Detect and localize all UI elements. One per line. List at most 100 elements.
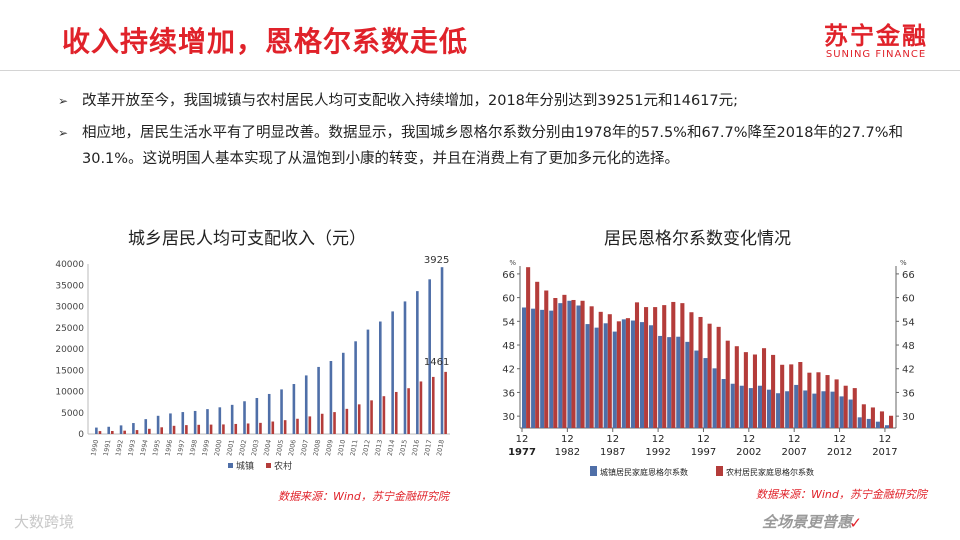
x-tick-label: 2013 xyxy=(373,439,384,457)
y-tick-label: 30000 xyxy=(55,303,84,313)
y-tick-label: 15000 xyxy=(55,366,84,376)
x-tick-month: 12 xyxy=(652,434,665,445)
bar-rural xyxy=(680,303,685,428)
bar-rural xyxy=(589,306,594,428)
x-tick-label: 2006 xyxy=(287,439,298,457)
bar-rural xyxy=(834,379,839,428)
bar-urban xyxy=(341,352,345,434)
x-tick-label: 1994 xyxy=(139,439,150,457)
legend-label-rural: 农村 xyxy=(274,460,292,472)
x-tick-label: 2004 xyxy=(262,439,273,457)
bar-urban xyxy=(440,267,444,434)
bar-rural xyxy=(825,375,830,428)
x-tick-month: 12 xyxy=(516,434,529,445)
y-tick-label-left: 60 xyxy=(502,294,515,305)
x-tick-label: 2001 xyxy=(225,439,236,457)
bar-urban xyxy=(857,417,862,428)
bar-rural xyxy=(761,348,767,428)
bar-urban xyxy=(218,407,222,434)
y-tick-label: 5000 xyxy=(61,409,84,419)
bar-rural xyxy=(616,321,621,428)
y-tick-label-right: 54 xyxy=(902,317,915,328)
bar-rural xyxy=(662,305,667,428)
x-tick-label: 2002 xyxy=(238,439,249,457)
x-tick-month: 12 xyxy=(742,434,755,445)
bar-rural xyxy=(259,422,262,434)
bar-urban xyxy=(107,426,111,434)
bar-urban xyxy=(317,366,320,434)
bar-rural xyxy=(807,372,812,428)
bar-urban xyxy=(416,291,419,434)
y-tick-label-right: 66 xyxy=(902,270,915,281)
bar-urban xyxy=(156,415,160,434)
x-tick-label: 1992 xyxy=(114,439,125,457)
x-tick-year: 2017 xyxy=(872,447,897,458)
bar-urban xyxy=(721,379,726,428)
logo-en: SUNING FINANCE xyxy=(825,49,927,60)
x-tick-label: 2015 xyxy=(398,439,409,457)
bar-rural xyxy=(160,427,163,434)
bar-urban xyxy=(821,391,826,428)
bar-rural xyxy=(780,364,785,428)
y-tick-label-right: 36 xyxy=(902,388,915,399)
bar-urban xyxy=(230,404,234,434)
x-tick-month: 12 xyxy=(697,434,710,445)
bullet-item: ➢ 相应地，居民生活水平有了明显改善。数据显示，我国城乡恩格尔系数分别由1978… xyxy=(58,120,918,172)
bar-rural xyxy=(135,430,139,434)
bar-rural xyxy=(634,302,640,428)
bar-urban xyxy=(280,389,283,434)
legend-label-urban: 城镇 xyxy=(236,460,254,472)
bar-urban xyxy=(748,388,753,428)
bar-rural xyxy=(625,318,630,428)
engel-source: 数据来源：Wind，苏宁金融研究院 xyxy=(756,488,927,501)
arrow-bullet-icon: ➢ xyxy=(58,126,69,140)
bar-rural xyxy=(553,298,558,428)
legend-swatch-urban xyxy=(228,463,233,468)
bar-urban xyxy=(549,310,554,428)
x-tick-month: 12 xyxy=(788,434,801,445)
bar-rural xyxy=(283,420,287,434)
x-tick-month: 12 xyxy=(561,434,574,445)
x-tick-label: 1991 xyxy=(102,439,113,457)
bar-rural xyxy=(382,396,386,434)
bar-urban xyxy=(803,390,808,428)
y-tick-label-left: 42 xyxy=(502,365,515,376)
unit-label-left: % xyxy=(509,259,516,267)
income-source: 数据来源：Wind，苏宁金融研究院 xyxy=(278,490,449,503)
bar-rural xyxy=(716,326,721,428)
bar-rural xyxy=(357,404,361,434)
bar-rural xyxy=(879,411,885,428)
bar-rural xyxy=(197,424,201,434)
bar-rural xyxy=(580,300,585,428)
x-tick-label: 1993 xyxy=(126,439,137,457)
bar-urban xyxy=(391,311,394,434)
bar-rural xyxy=(598,311,603,428)
bar-urban xyxy=(812,393,817,428)
bar-rural xyxy=(843,385,848,428)
unit-label-right: % xyxy=(900,259,907,267)
bar-urban xyxy=(428,279,431,434)
bar-rural xyxy=(607,314,612,428)
bar-rural xyxy=(148,428,151,434)
bar-urban xyxy=(144,419,148,434)
x-tick-year: 1977 xyxy=(508,447,536,458)
x-tick-label: 1998 xyxy=(188,439,199,457)
x-tick-year: 2002 xyxy=(736,447,761,458)
y-tick-label: 40000 xyxy=(55,260,84,270)
bar-urban xyxy=(785,391,790,428)
bar-urban xyxy=(694,350,699,428)
bar-urban xyxy=(329,361,333,434)
bar-urban xyxy=(639,322,645,428)
x-tick-year: 1992 xyxy=(645,447,670,458)
bar-urban xyxy=(531,308,536,428)
bar-rural xyxy=(789,364,794,428)
bullet-text: 改革开放至今，我国城镇与农村居民人均可支配收入持续增加，2018年分别达到392… xyxy=(82,93,739,109)
page-title: 收入持续增加，恩格尔系数走低 xyxy=(62,25,469,58)
bar-rural xyxy=(234,423,238,434)
check-icon: ✓ xyxy=(849,514,862,532)
y-tick-label-left: 54 xyxy=(502,317,515,328)
bar-rural xyxy=(861,404,866,428)
y-tick-label-left: 36 xyxy=(502,388,515,399)
y-tick-label: 10000 xyxy=(55,388,84,398)
